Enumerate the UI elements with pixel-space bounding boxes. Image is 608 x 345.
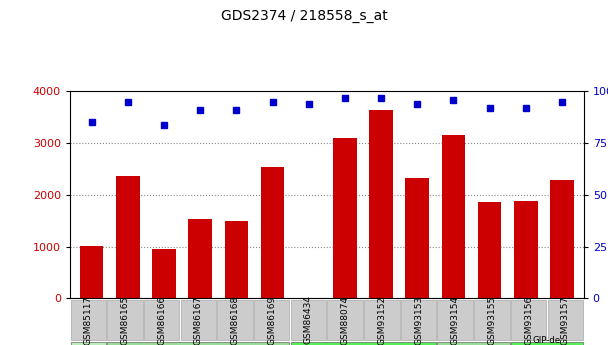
- Text: GSM86166: GSM86166: [157, 295, 166, 345]
- Bar: [478, 201, 502, 298]
- Bar: [80, 246, 103, 298]
- Text: GDS2374 / 218558_s_at: GDS2374 / 218558_s_at: [221, 9, 387, 23]
- Bar: [333, 138, 357, 298]
- Text: GSM86167: GSM86167: [194, 295, 203, 345]
- Text: GSM86165: GSM86165: [120, 295, 130, 345]
- Text: GSM86168: GSM86168: [230, 295, 240, 345]
- Text: GSM93154: GSM93154: [451, 295, 460, 345]
- Bar: [406, 178, 429, 298]
- Bar: [261, 168, 285, 298]
- Bar: [550, 180, 574, 298]
- Text: GSM93155: GSM93155: [488, 295, 497, 345]
- Bar: [224, 221, 248, 298]
- Text: GSM86434: GSM86434: [304, 295, 313, 345]
- Bar: [514, 201, 537, 298]
- Text: GSM93156: GSM93156: [524, 295, 533, 345]
- Text: GSM93152: GSM93152: [378, 295, 386, 345]
- Text: GSM93153: GSM93153: [414, 295, 423, 345]
- Bar: [116, 176, 140, 298]
- Text: GSM93157: GSM93157: [561, 295, 570, 345]
- Text: GSM86169: GSM86169: [268, 295, 276, 345]
- Text: GSM88074: GSM88074: [340, 295, 350, 345]
- Bar: [441, 135, 465, 298]
- Bar: [369, 109, 393, 298]
- Bar: [188, 219, 212, 298]
- Text: GIP-de
penden
t adeno
ma: GIP-de penden t adeno ma: [531, 336, 564, 345]
- Bar: [152, 249, 176, 298]
- Text: GSM85117: GSM85117: [84, 295, 93, 345]
